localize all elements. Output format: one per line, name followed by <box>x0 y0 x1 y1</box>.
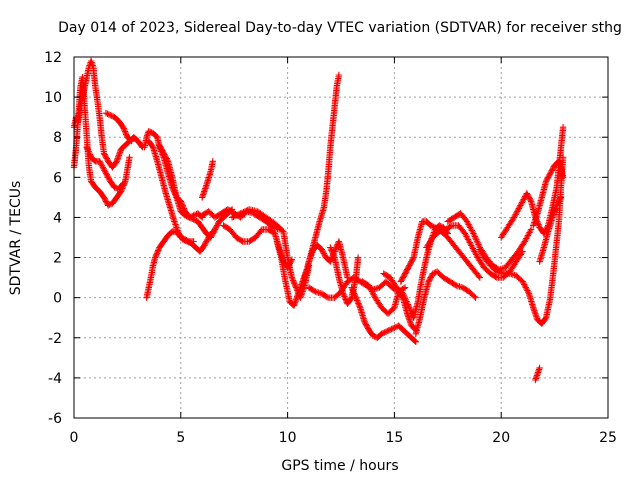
plot-frame <box>73 56 609 419</box>
x-tick-label: 10 <box>279 430 297 446</box>
series-arc27 <box>536 194 565 265</box>
series-markers <box>348 284 419 345</box>
series-markers <box>530 158 567 229</box>
series-arc17 <box>348 284 419 345</box>
series-markers <box>83 144 127 193</box>
series-arc18 <box>359 278 419 333</box>
chart-title: Day 014 of 2023, Sidereal Day-to-day VTE… <box>58 20 622 36</box>
series-arc7 <box>143 228 197 301</box>
series-arc24 <box>476 154 567 327</box>
series-markers <box>423 222 526 281</box>
series-arc21 <box>412 268 479 337</box>
series-markers <box>536 194 565 265</box>
y-tick-label: -2 <box>48 331 62 347</box>
series-arc4 <box>102 110 135 145</box>
series-arc22 <box>423 222 526 281</box>
x-tick-label: 25 <box>599 430 617 446</box>
y-tick-label: 8 <box>53 130 62 146</box>
series-markers <box>397 218 483 285</box>
y-axis-label: SDTVAR / TECUs <box>8 181 24 296</box>
x-tick-label: 0 <box>70 430 79 446</box>
series-markers <box>532 364 543 384</box>
series-markers <box>143 228 197 301</box>
series-arc9 <box>199 158 216 201</box>
y-axis-ticks: -6 -4 -2 0 2 4 6 8 10 12 <box>44 50 608 427</box>
series-markers <box>199 158 216 201</box>
x-axis-label: GPS time / hours <box>281 458 398 474</box>
y-tick-label: 0 <box>53 291 62 307</box>
y-tick-label: 6 <box>53 170 62 186</box>
x-tick-label: 5 <box>176 430 185 446</box>
y-tick-label: 12 <box>44 50 62 66</box>
x-tick-label: 20 <box>492 430 510 446</box>
series-arc26 <box>530 158 567 229</box>
x-tick-label: 15 <box>385 430 403 446</box>
y-tick-label: 10 <box>44 90 62 106</box>
data-points <box>70 57 567 384</box>
series-arc3 <box>83 144 127 193</box>
y-tick-label: 4 <box>53 210 62 226</box>
series-markers <box>102 110 135 145</box>
x-axis-ticks: 0 5 10 15 20 25 <box>70 57 617 446</box>
series-markers <box>359 278 419 333</box>
y-tick-label: -4 <box>48 371 62 387</box>
series-arc28 <box>532 364 543 384</box>
y-tick-label: 2 <box>53 251 62 267</box>
series-arc20 <box>397 218 483 285</box>
y-tick-label: -6 <box>48 411 62 427</box>
series-markers <box>156 142 236 241</box>
series-markers <box>476 154 567 327</box>
series-markers <box>412 268 479 337</box>
series-arc8 <box>156 142 236 241</box>
